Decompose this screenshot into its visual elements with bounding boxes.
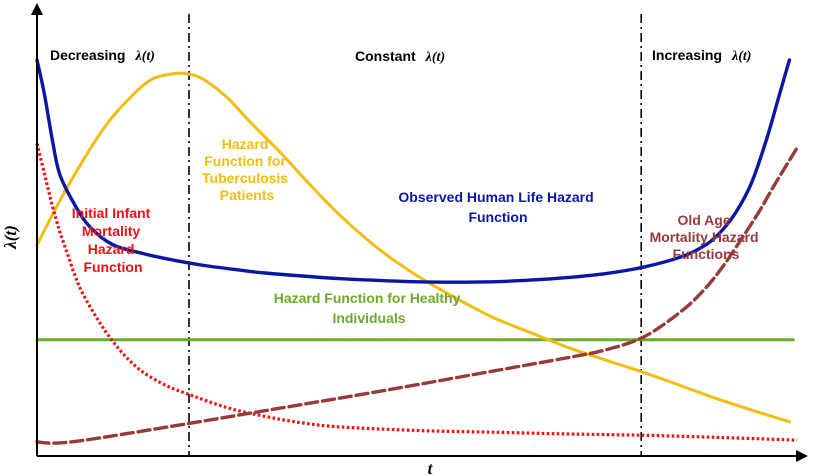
infant-annotation: Initial Infant Mortality Hazard Function: [72, 205, 154, 275]
series-observed: [35, 58, 792, 284]
series-old-age: [35, 146, 799, 445]
region-increasing-label: Increasing λ(t): [652, 47, 751, 64]
region-boundaries: [188, 14, 643, 456]
y-axis-arrow: [31, 3, 43, 15]
tuberculosis-annotation: Hazard Function for Tuberculosis Patient…: [202, 136, 292, 203]
text-layer: t λ(t) Decreasing λ(t) Constant λ(t) Incre…: [1, 47, 763, 476]
series-tuberculosis: [35, 71, 791, 424]
series-infant: [35, 143, 798, 442]
old-age-annotation: Old Age Mortality Hazard Functions: [650, 212, 763, 262]
x-axis-label: t: [428, 459, 434, 476]
observed-annotation: Observed Human Life Hazard Function: [398, 189, 597, 225]
healthy-annotation: Hazard Function for Healthy Individuals: [274, 290, 465, 326]
x-axis-arrow: [796, 450, 808, 462]
region-decreasing-label: Decreasing λ(t): [50, 47, 155, 64]
y-axis-label: λ(t): [1, 225, 20, 250]
region-constant-label: Constant λ(t): [355, 48, 445, 65]
axes: [31, 3, 808, 462]
series-layer: [35, 58, 799, 445]
